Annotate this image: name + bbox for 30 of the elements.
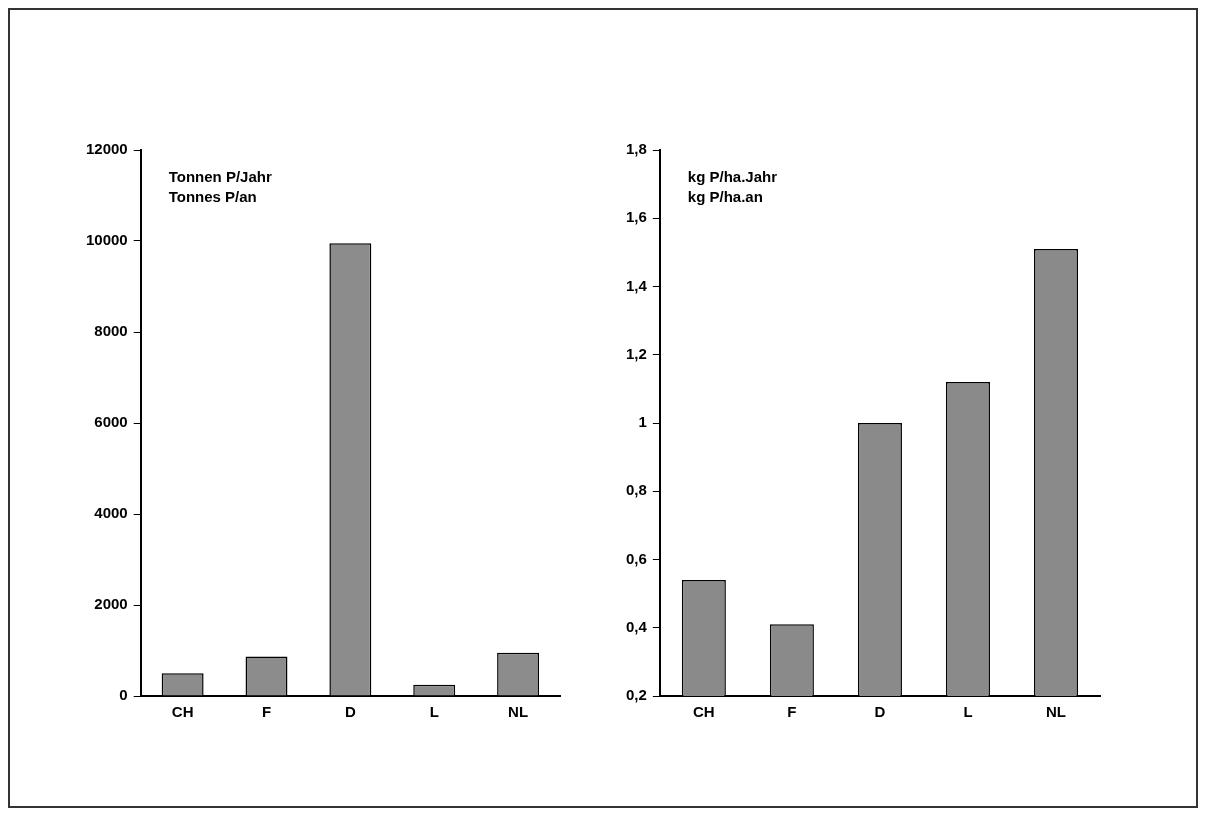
- y-tick-label: 0,4: [625, 617, 648, 635]
- y-tick-label: 2000: [94, 595, 128, 613]
- y-tick-label: 1,6: [625, 208, 647, 226]
- y-tick-label: 0: [119, 686, 128, 704]
- x-tick-label: D: [344, 703, 356, 721]
- x-tick-label: L: [963, 703, 973, 721]
- y-tick-label: 1: [638, 413, 647, 431]
- x-tick-label: CH: [693, 703, 715, 721]
- y-tick-label: 8000: [94, 322, 128, 340]
- y-tick-label: 12000: [85, 140, 128, 158]
- annotation: Tonnes P/an: [168, 187, 257, 205]
- y-tick-label: 0,6: [625, 549, 647, 567]
- y-tick-label: 1,4: [625, 276, 648, 294]
- y-tick-label: 1,8: [625, 140, 647, 158]
- x-tick-label: F: [787, 703, 797, 721]
- x-tick-label: L: [429, 703, 439, 721]
- y-tick-label: 10000: [85, 231, 128, 249]
- y-tick-label: 4000: [94, 504, 128, 522]
- x-tick-label: CH: [171, 703, 194, 721]
- annotation: kg P/ha.an: [687, 187, 763, 205]
- y-tick-label: 0,8: [625, 481, 647, 499]
- y-tick-label: 6000: [94, 413, 128, 431]
- x-tick-label: NL: [508, 703, 529, 721]
- annotation: kg P/ha.Jahr: [687, 167, 778, 185]
- x-tick-label: D: [874, 703, 886, 721]
- y-tick-label: 1,2: [625, 344, 647, 362]
- x-tick-label: NL: [1045, 703, 1066, 721]
- x-tick-label: F: [261, 703, 272, 721]
- y-tick-label: 0,2: [625, 686, 647, 704]
- annotation: Tonnen P/Jahr: [168, 167, 272, 185]
